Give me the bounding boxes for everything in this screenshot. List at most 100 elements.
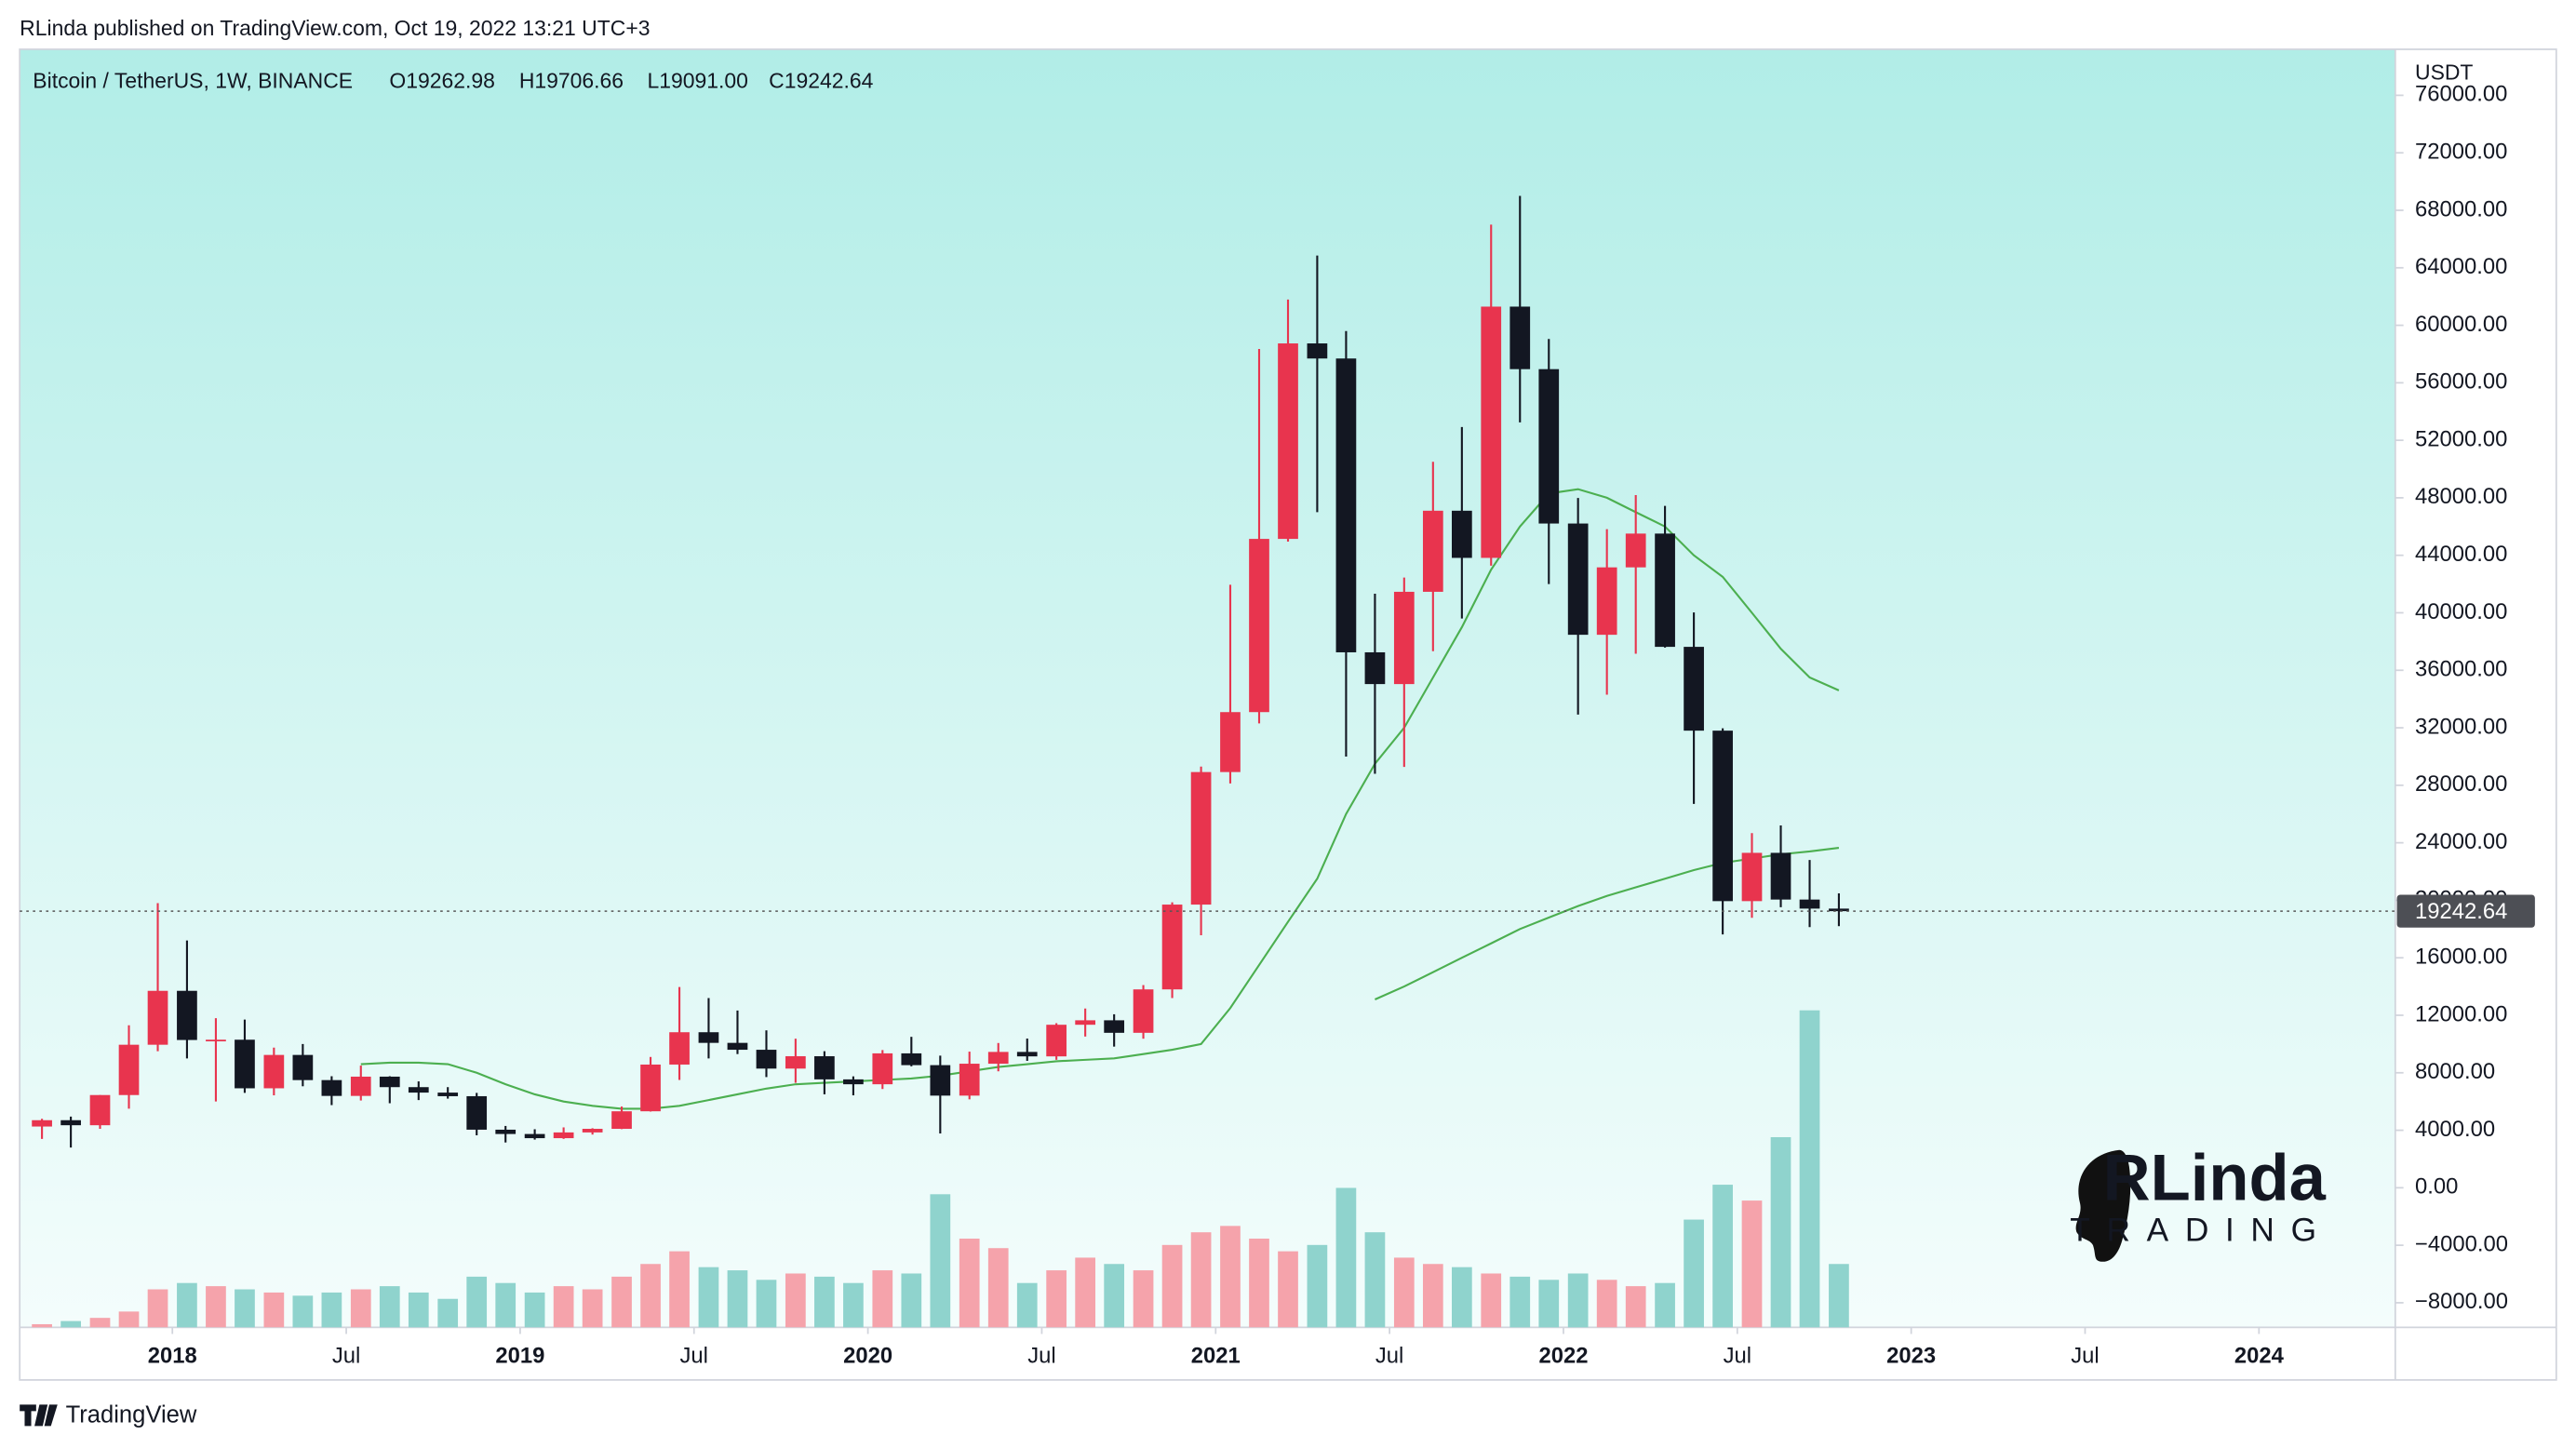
candle-body (756, 1050, 777, 1069)
volume-bar (1249, 1238, 1269, 1328)
volume-bar (1422, 1264, 1443, 1328)
candle-body (959, 1064, 980, 1096)
candle (524, 1129, 545, 1140)
volume-bar (1335, 1187, 1357, 1328)
candle (901, 1037, 922, 1066)
volume-bar (756, 1280, 777, 1328)
candle-body (1712, 731, 1733, 902)
y-tick-label: 40000.00 (2415, 599, 2507, 624)
candle-body (1307, 343, 1328, 359)
candle-body (930, 1065, 951, 1096)
candle (756, 1030, 777, 1078)
candle-body (1829, 908, 1849, 912)
volume-bar (1016, 1282, 1038, 1328)
volume-bar (872, 1270, 893, 1328)
volume-bar (89, 1318, 111, 1328)
y-tick-label: 76000.00 (2415, 82, 2507, 107)
volume-bar (524, 1292, 545, 1328)
x-tick-label: 2019 (495, 1343, 544, 1368)
candle (987, 1042, 1009, 1072)
candle-body (1684, 647, 1704, 731)
volume-bar (147, 1289, 168, 1328)
candle (1712, 728, 1733, 935)
candle (814, 1051, 835, 1094)
frame (19, 48, 2557, 1381)
y-tick-label: 48000.00 (2415, 484, 2507, 509)
volume-bar (321, 1292, 342, 1328)
volume-bar (727, 1270, 748, 1328)
volume-bar (350, 1289, 371, 1328)
volume-bar (1770, 1136, 1791, 1328)
volume-bar (1133, 1270, 1154, 1328)
volume-bar (553, 1286, 574, 1328)
candle-body (1451, 510, 1472, 558)
volume-bar (669, 1251, 690, 1328)
candle (611, 1106, 632, 1130)
plot-layer (32, 195, 1849, 1328)
candle (1104, 1013, 1125, 1047)
candle-body (32, 1120, 52, 1127)
volume-bar (1220, 1226, 1241, 1328)
candle (1422, 462, 1443, 651)
candle-body (206, 1039, 226, 1042)
y-tick-label: 0.00 (2415, 1174, 2458, 1200)
ohlc-close: C19242.64 (769, 68, 873, 92)
candle (147, 903, 168, 1052)
volume-bar (1567, 1273, 1589, 1328)
volume-bar (1046, 1270, 1067, 1328)
y-tick-label: 56000.00 (2415, 369, 2507, 395)
candle-body (669, 1032, 690, 1065)
candle (1770, 825, 1791, 907)
candle (1655, 505, 1675, 648)
candle-body (292, 1054, 314, 1080)
y-tick-label: 64000.00 (2415, 254, 2507, 279)
candle (437, 1087, 459, 1099)
candle-body (1509, 306, 1531, 369)
volume-bar (263, 1292, 285, 1328)
candle (1481, 224, 1502, 566)
y-tick-label: 44000.00 (2415, 542, 2507, 567)
candle-body (1596, 567, 1617, 636)
candle-body (843, 1079, 864, 1085)
y-tick-label: −4000.00 (2415, 1231, 2508, 1256)
candle-body (987, 1052, 1009, 1065)
candle-body (89, 1094, 111, 1126)
candle-body (1249, 539, 1269, 713)
ohlc-high: H19706.66 (519, 68, 624, 92)
y-tick-label: −8000.00 (2415, 1289, 2508, 1314)
candle (1451, 426, 1472, 619)
x-tick-label: Jul (2071, 1343, 2099, 1368)
candle (1335, 330, 1357, 757)
candle (582, 1128, 603, 1135)
candle-body (524, 1133, 545, 1139)
candle-body (1567, 523, 1589, 636)
candle (1307, 255, 1328, 513)
candle (60, 1116, 81, 1148)
candle-body (437, 1093, 459, 1096)
candle (1046, 1023, 1067, 1060)
candle-body (1770, 852, 1791, 900)
y-tick-label: 72000.00 (2415, 140, 2507, 165)
volume-bar (785, 1273, 806, 1328)
symbol: Bitcoin / TetherUS, 1W, BINANCE (33, 68, 353, 92)
candle-body (1104, 1020, 1125, 1033)
y-tick-label: 52000.00 (2415, 426, 2507, 451)
candle (292, 1043, 314, 1087)
watermark-title: RLinda (2103, 1141, 2327, 1214)
candle-body (1220, 712, 1241, 772)
candle-body (611, 1111, 632, 1130)
candle (32, 1119, 52, 1139)
candle-body (466, 1095, 488, 1130)
candle-body (1278, 343, 1298, 540)
volume-bar (1712, 1185, 1733, 1328)
candle-body (263, 1054, 285, 1089)
candle (263, 1047, 285, 1096)
volume-bar (640, 1264, 661, 1328)
candle-body (872, 1052, 893, 1085)
candle-body (147, 990, 168, 1045)
volume-bar (1481, 1273, 1502, 1328)
candle-body (1393, 591, 1415, 685)
candle-body (1625, 533, 1646, 568)
volume-bar (60, 1321, 81, 1328)
volume-bar (1829, 1264, 1849, 1328)
